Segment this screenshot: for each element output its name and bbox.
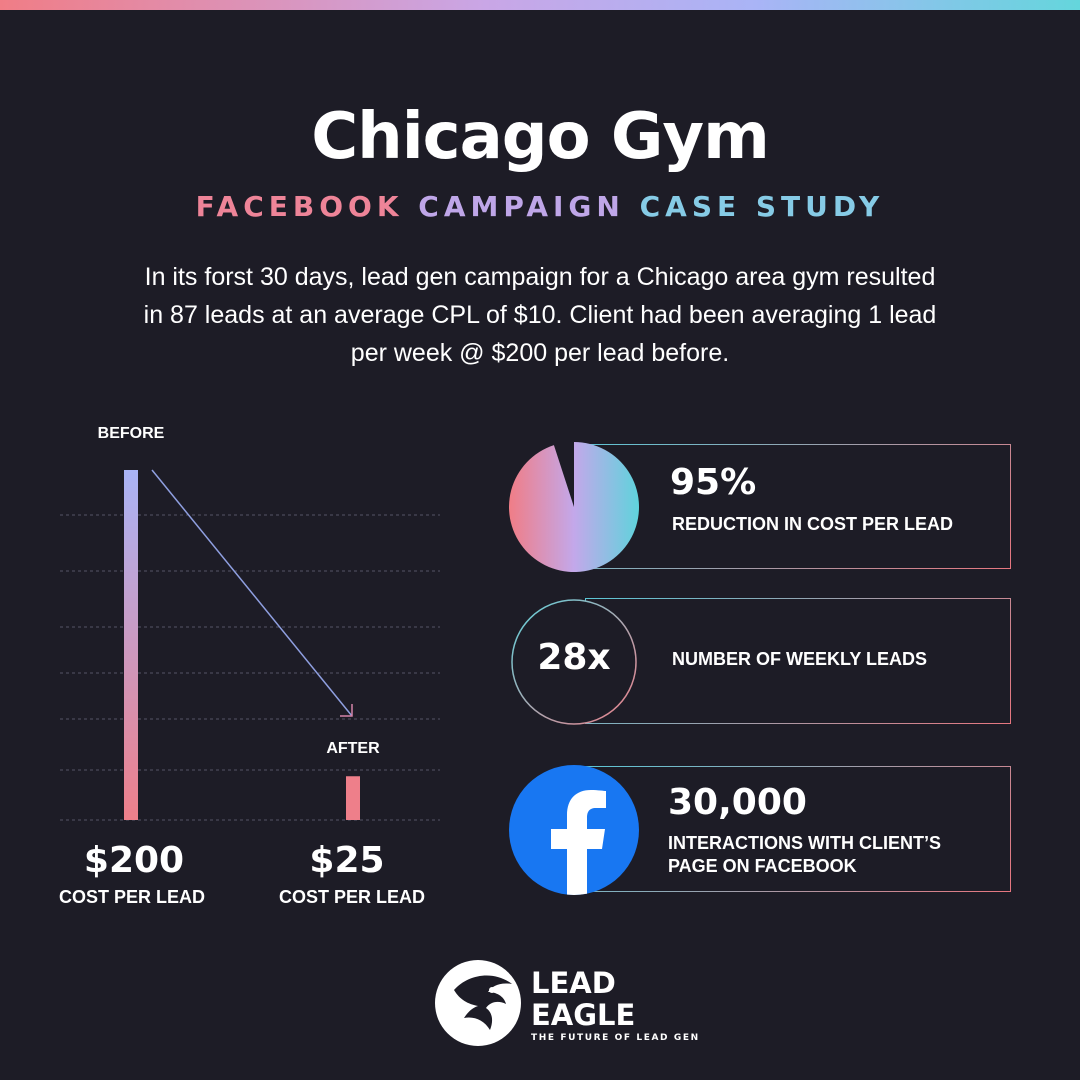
facebook-icon [509, 765, 639, 895]
pie-icon [509, 442, 639, 572]
page-subtitle: FACEBOOK CAMPAIGN CASE STUDY [0, 190, 1080, 223]
chart-value-label-before: $200 [84, 840, 184, 881]
logo-text-lead: LEAD [531, 966, 616, 1000]
stat-card-facebook-interactions [585, 766, 1011, 892]
stat-desc-line-2: PAGE ON FACEBOOK [668, 856, 857, 876]
chart-gridlines [60, 514, 440, 821]
stat-card-weekly-leads [585, 598, 1011, 724]
top-gradient-bar [0, 0, 1080, 10]
chart-bar-before [124, 470, 138, 820]
stat-desc-facebook-interactions: INTERACTIONS WITH CLIENT’S PAGE ON FACEB… [668, 832, 941, 878]
chart-trend-arrow [151, 469, 353, 717]
subtitle-word-campaign: CAMPAIGN [418, 190, 625, 223]
chart-sublabel-after: COST PER LEAD [279, 887, 425, 907]
stat-card-cost-reduction [575, 444, 1011, 569]
chart-arrow-head [340, 704, 353, 717]
stat-value-weekly-leads: 28x [537, 637, 611, 678]
eagle-icon [435, 960, 521, 1046]
chart-value-label-after: $25 [309, 840, 384, 881]
subtitle-word-facebook: FACEBOOK [195, 190, 404, 223]
page-title: Chicago Gym [311, 100, 770, 174]
chart-bar-after [346, 776, 360, 820]
stat-desc-line-1: INTERACTIONS WITH CLIENT’S [668, 833, 941, 853]
stat-value-cost-reduction: 95% [670, 462, 757, 503]
ring-icon [511, 599, 637, 725]
logo-tagline: THE FUTURE OF LEAD GEN [531, 1033, 700, 1043]
intro-paragraph: In its forst 30 days, lead gen campaign … [143, 263, 937, 367]
chart-category-before: BEFORE [98, 425, 165, 442]
chart-sublabel-before: COST PER LEAD [59, 887, 205, 907]
stat-desc-weekly-leads: NUMBER OF WEEKLY LEADS [672, 649, 928, 669]
chart-category-after: AFTER [326, 740, 380, 757]
stat-desc-cost-reduction: REDUCTION IN COST PER LEAD [672, 514, 954, 534]
subtitle-word-case-study: CASE STUDY [639, 190, 885, 223]
logo-text-eagle: EAGLE [531, 998, 636, 1032]
stat-value-facebook-interactions: 30,000 [668, 782, 807, 823]
